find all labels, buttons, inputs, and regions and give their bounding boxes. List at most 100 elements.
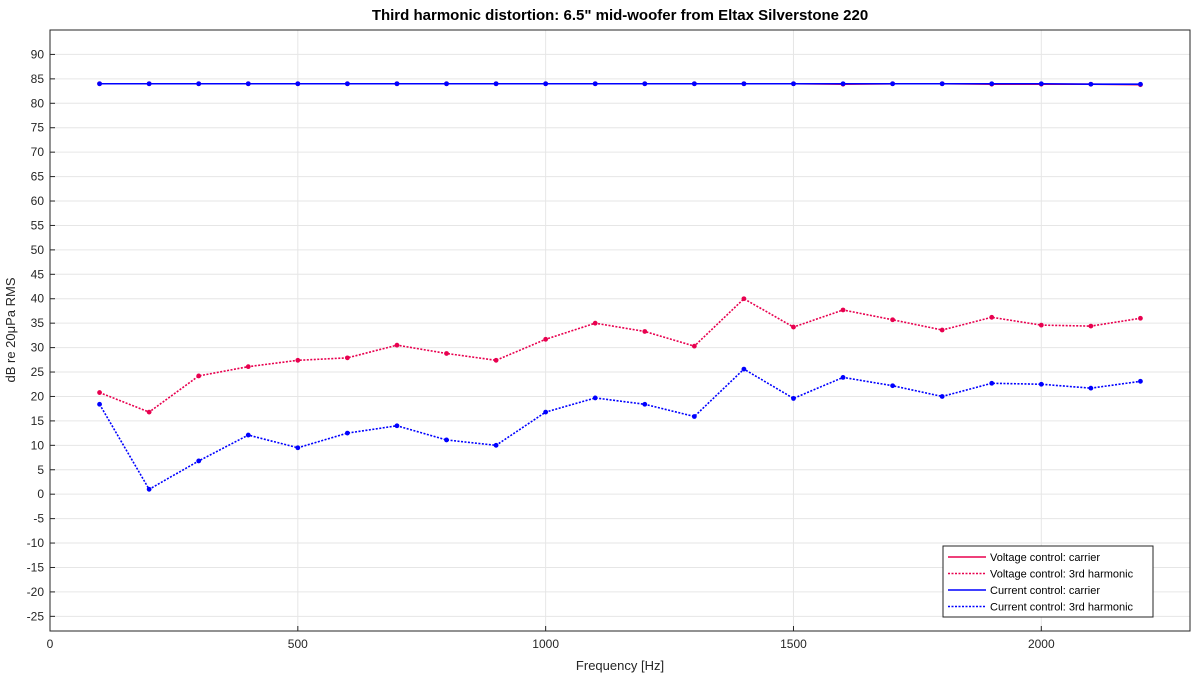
data-point	[1039, 382, 1044, 387]
data-point	[345, 431, 350, 436]
data-point	[494, 443, 499, 448]
data-point	[196, 374, 201, 379]
data-point	[97, 81, 102, 86]
y-tick-label: 20	[31, 389, 45, 403]
y-tick-label: -25	[27, 609, 45, 623]
y-tick-label: 10	[31, 438, 45, 452]
data-point	[345, 355, 350, 360]
x-tick-label: 1500	[780, 637, 807, 651]
data-point	[1088, 386, 1093, 391]
data-point	[395, 81, 400, 86]
y-tick-label: 30	[31, 341, 45, 355]
data-point	[395, 423, 400, 428]
x-tick-label: 1000	[532, 637, 559, 651]
data-point	[890, 317, 895, 322]
data-point	[295, 81, 300, 86]
data-point	[147, 81, 152, 86]
y-tick-label: 5	[37, 463, 44, 477]
data-point	[444, 81, 449, 86]
x-tick-label: 2000	[1028, 637, 1055, 651]
data-point	[692, 81, 697, 86]
y-tick-label: -20	[27, 585, 45, 599]
data-point	[196, 459, 201, 464]
data-point	[1039, 323, 1044, 328]
data-point	[593, 396, 598, 401]
y-tick-label: 65	[31, 170, 45, 184]
data-point	[543, 410, 548, 415]
data-point	[543, 81, 548, 86]
data-point	[246, 364, 251, 369]
data-point	[841, 81, 846, 86]
data-point	[890, 81, 895, 86]
data-point	[841, 375, 846, 380]
data-point	[791, 396, 796, 401]
y-tick-label: 60	[31, 194, 45, 208]
x-axis-label: Frequency [Hz]	[576, 658, 664, 673]
data-point	[593, 321, 598, 326]
y-tick-label: 25	[31, 365, 45, 379]
data-point	[1088, 82, 1093, 87]
data-point	[841, 308, 846, 313]
x-tick-label: 500	[288, 637, 308, 651]
data-point	[246, 433, 251, 438]
data-point	[642, 402, 647, 407]
data-point	[890, 383, 895, 388]
data-point	[1138, 379, 1143, 384]
data-point	[345, 81, 350, 86]
legend: Voltage control: carrier Voltage control:…	[943, 546, 1153, 617]
data-point	[97, 390, 102, 395]
data-point	[1138, 82, 1143, 87]
y-axis-label: dB re 20μPa RMS	[3, 277, 18, 382]
data-point	[742, 367, 747, 372]
y-tick-label: 15	[31, 414, 45, 428]
data-point	[593, 81, 598, 86]
chart-title: Third harmonic distortion: 6.5" mid-woof…	[372, 7, 868, 24]
data-point	[295, 358, 300, 363]
data-point	[791, 325, 796, 330]
data-point	[246, 81, 251, 86]
data-point	[444, 351, 449, 356]
y-tick-label: 75	[31, 121, 45, 135]
data-point	[940, 328, 945, 333]
y-tick-label: 90	[31, 47, 45, 61]
legend-entry: Current control: carrier	[990, 585, 1100, 597]
data-point	[97, 402, 102, 407]
y-tick-label: 55	[31, 218, 45, 232]
legend-entry: Current control: 3rd harmonic	[990, 602, 1134, 614]
y-tick-label: 50	[31, 243, 45, 257]
y-tick-label: -10	[27, 536, 45, 550]
data-point	[742, 81, 747, 86]
data-point	[642, 329, 647, 334]
data-point	[989, 381, 994, 386]
y-tick-label: -5	[33, 512, 44, 526]
legend-entry: Voltage control: 3rd harmonic	[990, 569, 1134, 581]
y-tick-label: -15	[27, 560, 45, 574]
data-point	[692, 344, 697, 349]
data-point	[692, 414, 697, 419]
data-point	[989, 315, 994, 320]
y-tick-label: 45	[31, 267, 45, 281]
legend-entry: Voltage control: carrier	[990, 552, 1100, 564]
plot-area	[50, 30, 1190, 631]
y-tick-label: 40	[31, 292, 45, 306]
data-point	[940, 394, 945, 399]
data-point	[196, 81, 201, 86]
data-point	[791, 81, 796, 86]
data-point	[642, 81, 647, 86]
y-tick-label: 70	[31, 145, 45, 159]
data-point	[742, 296, 747, 301]
data-point	[147, 487, 152, 492]
data-point	[494, 358, 499, 363]
data-point	[444, 438, 449, 443]
data-point	[1039, 81, 1044, 86]
data-point	[543, 337, 548, 342]
y-tick-label: 80	[31, 96, 45, 110]
y-tick-label: 35	[31, 316, 45, 330]
data-point	[1088, 324, 1093, 329]
x-tick-label: 0	[47, 637, 54, 651]
y-tick-label: 0	[37, 487, 44, 501]
data-point	[147, 410, 152, 415]
data-point	[494, 81, 499, 86]
